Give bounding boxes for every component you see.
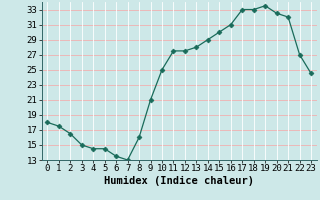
X-axis label: Humidex (Indice chaleur): Humidex (Indice chaleur) bbox=[104, 176, 254, 186]
